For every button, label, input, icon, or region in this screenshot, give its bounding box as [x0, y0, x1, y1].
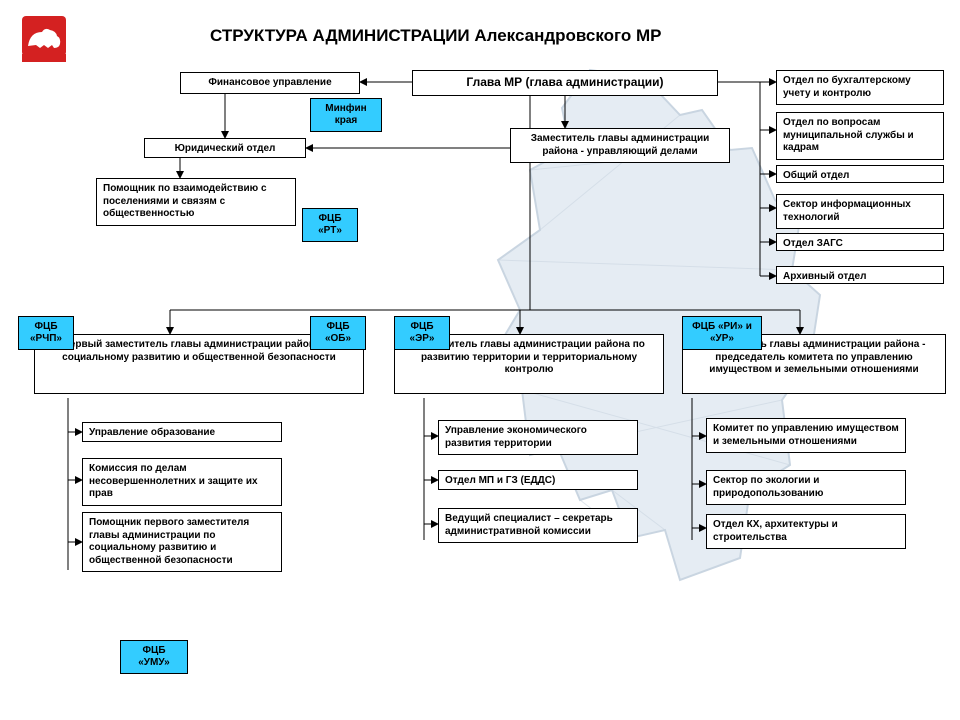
economy-1: Отдел МП и ГЗ (ЕДДС) [438, 470, 638, 490]
minfin-chip: Минфин края [310, 98, 382, 132]
fcb-rchp-chip: ФЦБ «РЧП» [18, 316, 74, 350]
right-item-2: Общий отдел [776, 165, 944, 183]
right-item-3: Сектор информационных технологий [776, 194, 944, 229]
right-item-1: Отдел по вопросам муниципальной службы и… [776, 112, 944, 160]
assistant-box: Помощник по взаимодействию с поселениями… [96, 178, 296, 226]
region-logo [8, 10, 80, 68]
social-1: Комиссия по делам несовершеннолетних и з… [82, 458, 282, 506]
social-0: Управление образование [82, 422, 282, 442]
page-title: СТРУКТУРА АДМИНИСТРАЦИИ Александровского… [210, 26, 662, 46]
right-item-5: Архивный отдел [776, 266, 944, 284]
property-0: Комитет по управлению имуществом и земел… [706, 418, 906, 453]
fcb-ob-chip: ФЦБ «ОБ» [310, 316, 366, 350]
right-item-4: Отдел ЗАГС [776, 233, 944, 251]
fcb-er-chip: ФЦБ «ЭР» [394, 316, 450, 350]
deputy-affairs-box: Заместитель главы администрации района -… [510, 128, 730, 163]
fcb-rt-chip: ФЦБ «РТ» [302, 208, 358, 242]
economy-0: Управление экономического развития терри… [438, 420, 638, 455]
legal-box: Юридический отдел [144, 138, 306, 158]
fcb-umu-chip: ФЦБ «УМУ» [120, 640, 188, 674]
property-2: Отдел КХ, архитектуры и строительства [706, 514, 906, 549]
social-2: Помощник первого заместителя главы админ… [82, 512, 282, 572]
fcb-ri-ur-chip: ФЦБ «РИ» и «УР» [682, 316, 762, 350]
fin-box: Финансовое управление [180, 72, 360, 94]
head-box: Глава МР (глава администрации) [412, 70, 718, 96]
right-item-0: Отдел по бухгалтерскому учету и контролю [776, 70, 944, 105]
property-1: Сектор по экологии и природопользованию [706, 470, 906, 505]
economy-2: Ведущий специалист – секретарь администр… [438, 508, 638, 543]
